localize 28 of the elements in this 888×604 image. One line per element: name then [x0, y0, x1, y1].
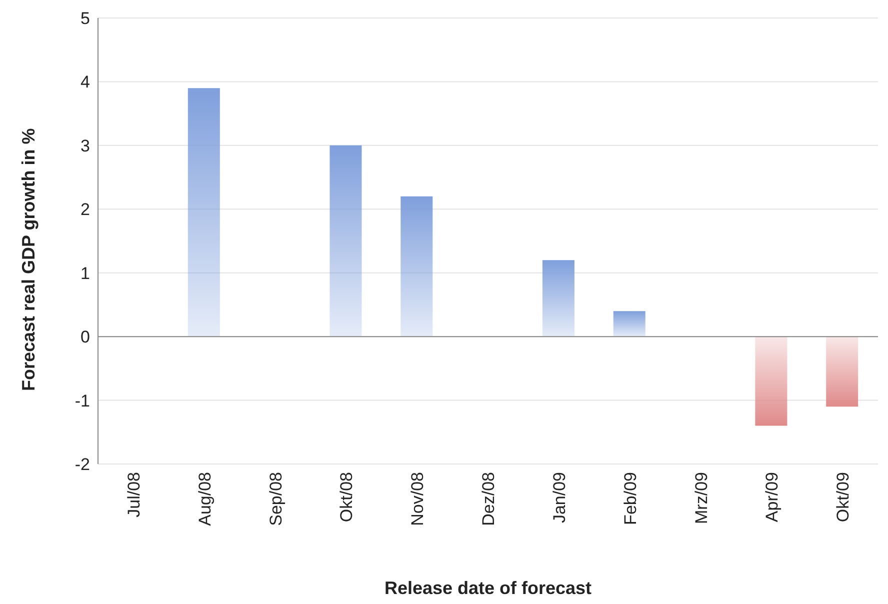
bar	[613, 311, 646, 337]
bar	[188, 88, 220, 337]
x-tick-label: Nov/08	[408, 472, 428, 526]
x-tick-label: Okt/08	[337, 472, 356, 522]
bar	[826, 336, 858, 407]
bar	[330, 145, 362, 337]
y-tick-label: 0	[80, 328, 90, 347]
x-tick-label: Apr/09	[762, 472, 782, 522]
bar	[542, 260, 574, 337]
y-tick-label: 2	[80, 200, 90, 220]
x-tick-label: Aug/08	[195, 472, 214, 526]
x-axis-title: Release date of forecast	[384, 578, 592, 598]
y-tick-label: -1	[74, 391, 90, 410]
x-tick-label: Dez/08	[479, 472, 498, 526]
y-tick-label: 3	[80, 136, 90, 156]
x-tick-label: Sep/08	[266, 472, 286, 526]
y-tick-label: 5	[80, 9, 90, 28]
bar	[400, 196, 433, 337]
y-axis-title: Forecast real GDP growth in %	[18, 128, 38, 391]
x-tick-label: Mrz/09	[692, 472, 711, 524]
x-tick-label: Feb/09	[620, 472, 640, 525]
y-tick-label: -2	[74, 455, 90, 474]
x-tick-label: Okt/09	[834, 472, 853, 522]
y-tick-label: 1	[80, 264, 90, 283]
x-tick-label: Jan/09	[550, 472, 569, 524]
x-tick-label: Jul/08	[124, 472, 144, 518]
y-tick-label: 4	[80, 72, 90, 92]
bar	[755, 336, 788, 426]
